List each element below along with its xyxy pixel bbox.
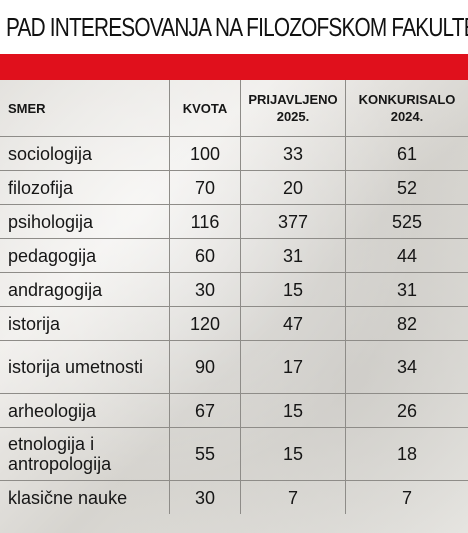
table-row: filozofija 70 20 52 <box>0 170 468 204</box>
cell-prijavljeno: 17 <box>241 341 346 393</box>
table-row: arheologija 67 15 26 <box>0 393 468 427</box>
cell-prijavljeno: 47 <box>241 307 346 340</box>
cell-konkurisalo: 18 <box>396 444 418 464</box>
cell-konkurisalo: 525 <box>391 211 423 232</box>
cell-smer: andragogija <box>0 273 170 306</box>
cell-prijavljeno: 15 <box>241 273 346 306</box>
cell-smer: istorija <box>0 307 170 340</box>
cell-prijavljeno: 7 <box>241 481 346 514</box>
cell-konkurisalo: 61 <box>396 143 418 164</box>
cell-smer: istorija umetnosti <box>0 341 170 393</box>
cell-smer: pedagogija <box>0 239 170 272</box>
title-banner: PAD INTERESOVANJA NA FILOZOFSKOM FAKULTE… <box>0 0 468 54</box>
page-title: PAD INTERESOVANJA NA FILOZOFSKOM FAKULTE… <box>6 12 468 42</box>
cell-konkurisalo: 52 <box>396 177 418 198</box>
table-row: sociologija 100 33 61 <box>0 136 468 170</box>
header-prijavljeno: PRIJAVLJENO 2025. <box>241 80 346 136</box>
cell-kvota: 90 <box>170 341 241 393</box>
cell-smer: filozofija <box>0 171 170 204</box>
cell-kvota: 67 <box>170 394 241 427</box>
cell-smer: etnologija i antropologija <box>0 428 170 480</box>
data-table: SMER KVOTA PRIJAVLJENO 2025. KONKURISALO… <box>0 80 468 514</box>
table-row: pedagogija 60 31 44 <box>0 238 468 272</box>
cell-kvota: 30 <box>170 273 241 306</box>
cell-prijavljeno: 33 <box>241 137 346 170</box>
header-kvota: KVOTA <box>170 80 241 136</box>
cell-kvota: 60 <box>170 239 241 272</box>
header-konkurisalo: KONKURISALO 2024. <box>358 92 456 124</box>
cell-prijavljeno: 15 <box>241 394 346 427</box>
cell-kvota: 100 <box>170 137 241 170</box>
table-row: psihologija 116 377 525 <box>0 204 468 238</box>
cell-smer: klasične nauke <box>0 481 170 514</box>
cell-konkurisalo: 7 <box>401 487 412 508</box>
cell-kvota: 120 <box>170 307 241 340</box>
cell-konkurisalo: 44 <box>396 245 418 266</box>
table-row: andragogija 30 15 31 <box>0 272 468 306</box>
cell-prijavljeno: 31 <box>241 239 346 272</box>
cell-kvota: 70 <box>170 171 241 204</box>
cell-kvota: 55 <box>170 428 241 480</box>
table-row: istorija 120 47 82 <box>0 306 468 340</box>
table-row: istorija umetnosti 90 17 34 <box>0 340 468 393</box>
cell-smer: psihologija <box>0 205 170 238</box>
table-row: etnologija i antropologija 55 15 18 <box>0 427 468 480</box>
red-accent-bar <box>0 54 468 80</box>
cell-smer: sociologija <box>0 137 170 170</box>
cell-prijavljeno: 377 <box>241 205 346 238</box>
cell-prijavljeno: 15 <box>241 428 346 480</box>
table-row: klasične nauke 30 7 7 <box>0 480 468 514</box>
cell-kvota: 116 <box>170 205 241 238</box>
table-header: SMER KVOTA PRIJAVLJENO 2025. KONKURISALO… <box>0 80 468 136</box>
cell-konkurisalo: 82 <box>396 313 418 334</box>
cell-konkurisalo: 26 <box>396 400 418 421</box>
cell-prijavljeno: 20 <box>241 171 346 204</box>
cell-smer: arheologija <box>0 394 170 427</box>
cell-kvota: 30 <box>170 481 241 514</box>
header-smer: SMER <box>0 80 170 136</box>
cell-konkurisalo: 31 <box>396 279 418 300</box>
cell-konkurisalo: 34 <box>396 357 418 377</box>
